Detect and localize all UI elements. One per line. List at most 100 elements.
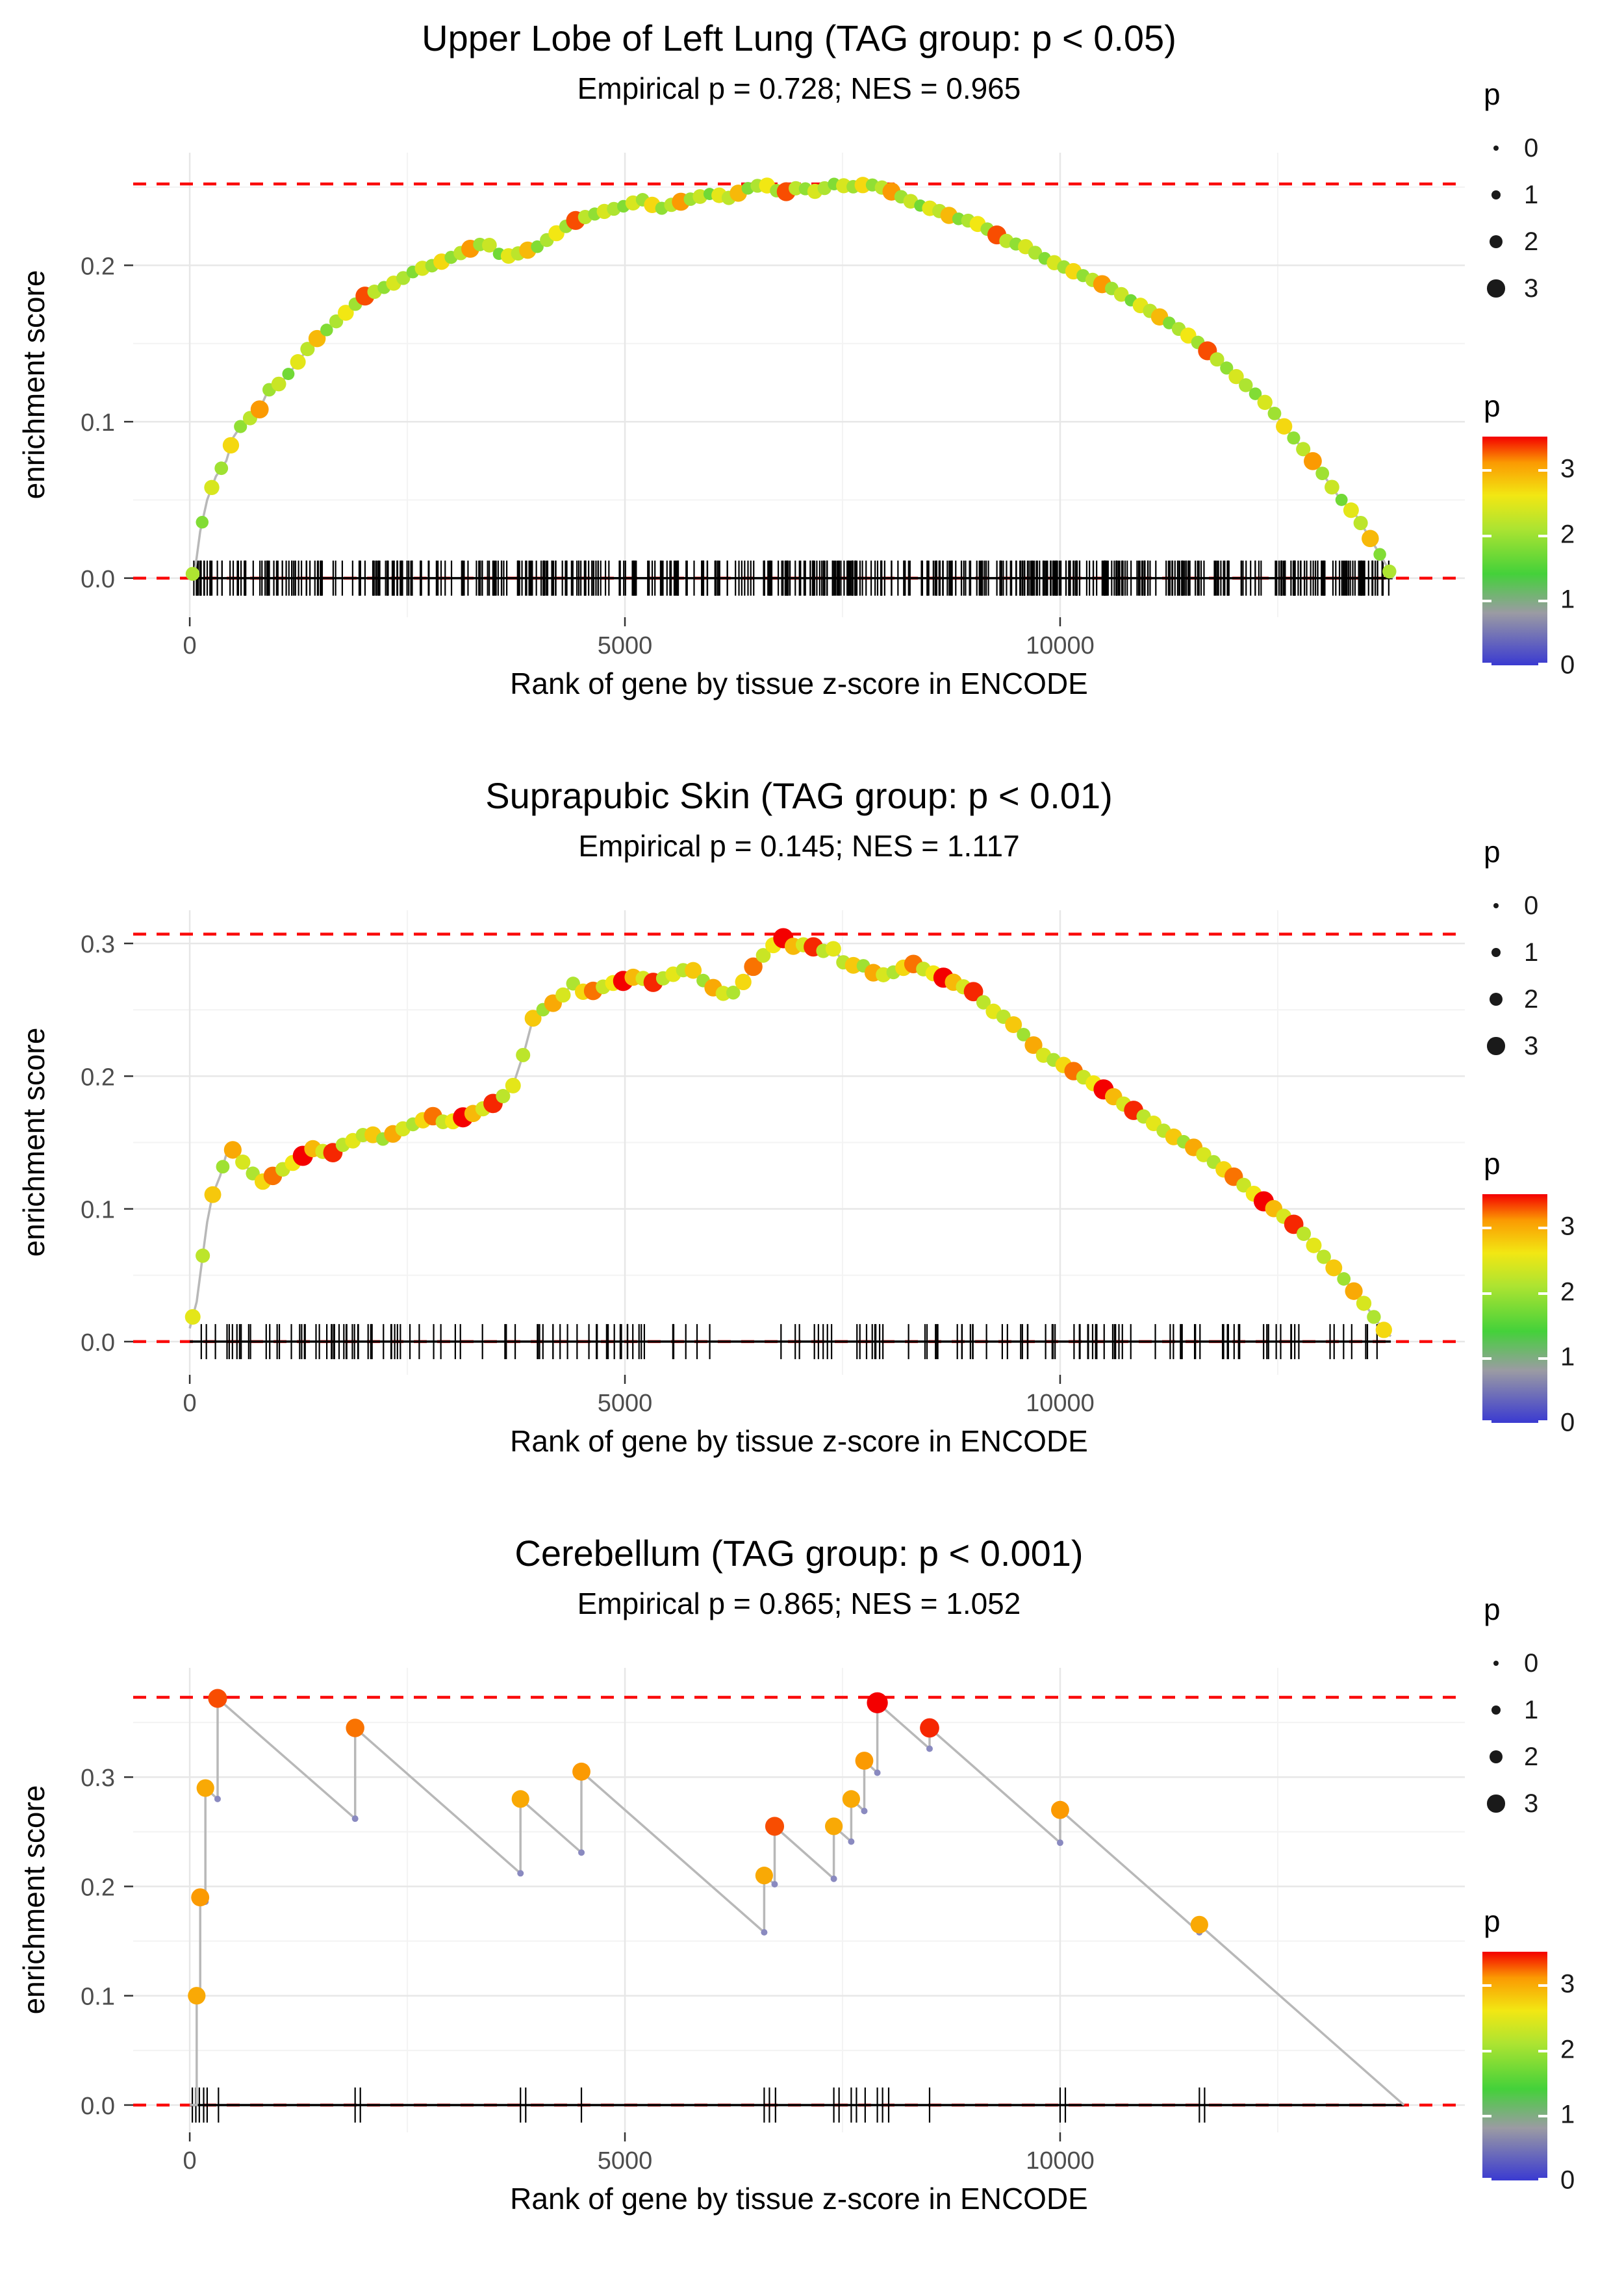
size-legend-title: p [1484, 1592, 1501, 1626]
colorbar-gradient [1482, 1194, 1547, 1423]
size-dot-icon [1489, 1750, 1503, 1764]
x-tick-label: 10000 [1026, 1390, 1095, 1417]
y-tick-label: 0.2 [81, 1064, 115, 1091]
colorbar-tick-mark [1482, 600, 1491, 603]
colorbar-wrap: 3 2 1 0 [1481, 1952, 1624, 2195]
size-legend-item: 3 [1481, 1023, 1624, 1069]
colorbar-tick-mark [1538, 1292, 1547, 1295]
y-tick-label: 0.1 [81, 1984, 115, 2011]
colorbar-wrap: 3 2 1 0 [1481, 437, 1624, 680]
size-legend-item: 2 [1481, 976, 1624, 1023]
size-legend-item: 1 [1481, 1687, 1624, 1733]
size-legend-item: 0 [1481, 125, 1624, 172]
size-legend-title: p [1484, 77, 1501, 111]
colorbar-legend: p 3 2 1 0 [1481, 389, 1624, 680]
colorbar-tick-label: 1 [1560, 1342, 1575, 1372]
size-dot-icon [1487, 1037, 1505, 1055]
size-dot-cell [1481, 947, 1511, 958]
size-dot-cell [1481, 1661, 1511, 1666]
legend-column: p 0 1 2 3 p 3 2 1 0 [1481, 758, 1624, 1515]
size-dot-cell [1481, 992, 1511, 1006]
colorbar-tick-mark [1482, 1420, 1491, 1423]
colorbar-tick-label: 0 [1560, 2165, 1575, 2195]
y-tick-label: 0.1 [81, 409, 115, 437]
plot-layers: 0 5000 10000 0.0 0.1 0.2 [81, 153, 1465, 659]
panel-suprapubic-skin: 0 5000 10000 0.0 0.1 0.2 0.3 Suprapubic Skin (… [0, 758, 1624, 1515]
gene-points [188, 1689, 1208, 2005]
legend-column: p 0 1 2 3 p 3 2 1 0 [1481, 0, 1624, 758]
colorbar-tick-mark [1538, 1420, 1547, 1423]
size-dot-cell [1481, 1037, 1511, 1055]
plot-layers: 0 5000 10000 0.0 0.1 0.2 0.3 [81, 1668, 1465, 2175]
colorbar-tick-mark [1482, 663, 1491, 665]
y-tick-label: 0.0 [81, 2093, 115, 2120]
plot-title: Suprapubic Skin (TAG group: p < 0.01) [485, 775, 1112, 816]
size-legend-label: 2 [1524, 1742, 1539, 1771]
colorbar-tick-label: 3 [1560, 454, 1575, 483]
gene-rug [193, 560, 1389, 596]
legend-column: p 0 1 2 3 p 3 2 1 0 [1481, 1515, 1624, 2274]
colorbar-tick-mark [1538, 663, 1547, 665]
size-dot-cell [1481, 1705, 1511, 1715]
size-legend-item: 2 [1481, 1733, 1624, 1780]
panel-cerebellum: 0 5000 10000 0.0 0.1 0.2 0.3 Cerebellum (TAG g… [0, 1515, 1624, 2274]
gridlines [133, 910, 1465, 1375]
size-legend-label: 0 [1524, 891, 1539, 920]
plot-layers: 0 5000 10000 0.0 0.1 0.2 0.3 [81, 910, 1465, 1417]
colorbar-gradient [1482, 437, 1547, 665]
axis-ticks: 0 5000 10000 0.0 0.1 0.2 [81, 253, 1095, 659]
size-legend-title: p [1484, 835, 1501, 869]
size-legend-label: 0 [1524, 133, 1539, 162]
axis-ticks: 0 5000 10000 0.0 0.1 0.2 0.3 [81, 931, 1095, 1417]
y-tick-label: 0.0 [81, 1329, 115, 1357]
size-legend-item: 3 [1481, 265, 1624, 312]
colorbar-tick-mark [1538, 600, 1547, 603]
gene-rug [192, 2087, 1206, 2123]
size-dot-cell [1481, 1750, 1511, 1764]
colorbar-tick-mark [1482, 2049, 1491, 2052]
size-legend-item: 1 [1481, 929, 1624, 976]
size-legend-label: 1 [1524, 1695, 1539, 1724]
plot-title: Upper Lobe of Left Lung (TAG group: p < … [422, 18, 1176, 58]
colorbar-gradient [1482, 1952, 1547, 2180]
x-tick-label: 10000 [1026, 2147, 1095, 2175]
point-size-legend: p 0 1 2 3 [1481, 1592, 1624, 1827]
colorbar-tick-mark [1482, 469, 1491, 472]
size-legend-label: 2 [1524, 984, 1539, 1014]
size-dot-icon [1489, 992, 1503, 1006]
y-axis-title: enrichment score [17, 1785, 51, 2015]
colorbar-tick-mark [1538, 1357, 1547, 1361]
plot-subtitle: Empirical p = 0.728; NES = 0.965 [577, 71, 1021, 105]
size-legend-item: 0 [1481, 1640, 1624, 1687]
colorbar-tick-label: 2 [1560, 2035, 1575, 2064]
y-tick-label: 0.2 [81, 1874, 115, 1901]
colorbar-tick-mark [1482, 1292, 1491, 1295]
size-legend-item: 3 [1481, 1780, 1624, 1827]
colorbar-tick-mark [1538, 1984, 1547, 1987]
x-tick-label: 5000 [598, 632, 653, 659]
gene-rug [200, 1323, 1378, 1359]
size-legend-label: 3 [1524, 274, 1539, 303]
colorbar-tick-mark [1482, 1227, 1491, 1230]
size-dot-icon [1487, 279, 1505, 298]
colorbar-tick-mark [1538, 2178, 1547, 2180]
colorbar-legend-title: p [1484, 389, 1501, 423]
colorbar-tick-mark [1538, 2115, 1547, 2118]
colorbar-tick-mark [1538, 534, 1547, 537]
size-dot-cell [1481, 235, 1511, 249]
gridlines [133, 1668, 1465, 2132]
reference-lines [133, 182, 1465, 580]
size-dot-icon [1491, 947, 1501, 958]
size-dot-icon [1491, 1705, 1501, 1715]
size-legend-item: 2 [1481, 218, 1624, 265]
size-dot-cell [1481, 146, 1511, 151]
jump-bottom-dots [197, 1745, 1203, 2002]
size-legend-label: 1 [1524, 180, 1539, 209]
colorbar-tick-mark [1538, 1227, 1547, 1230]
x-tick-label: 5000 [598, 2147, 653, 2175]
colorbar-tick-label: 3 [1560, 1969, 1575, 1999]
y-tick-label: 0.3 [81, 1765, 115, 1792]
size-dot-icon [1493, 903, 1499, 908]
colorbar-tick-mark [1538, 2049, 1547, 2052]
